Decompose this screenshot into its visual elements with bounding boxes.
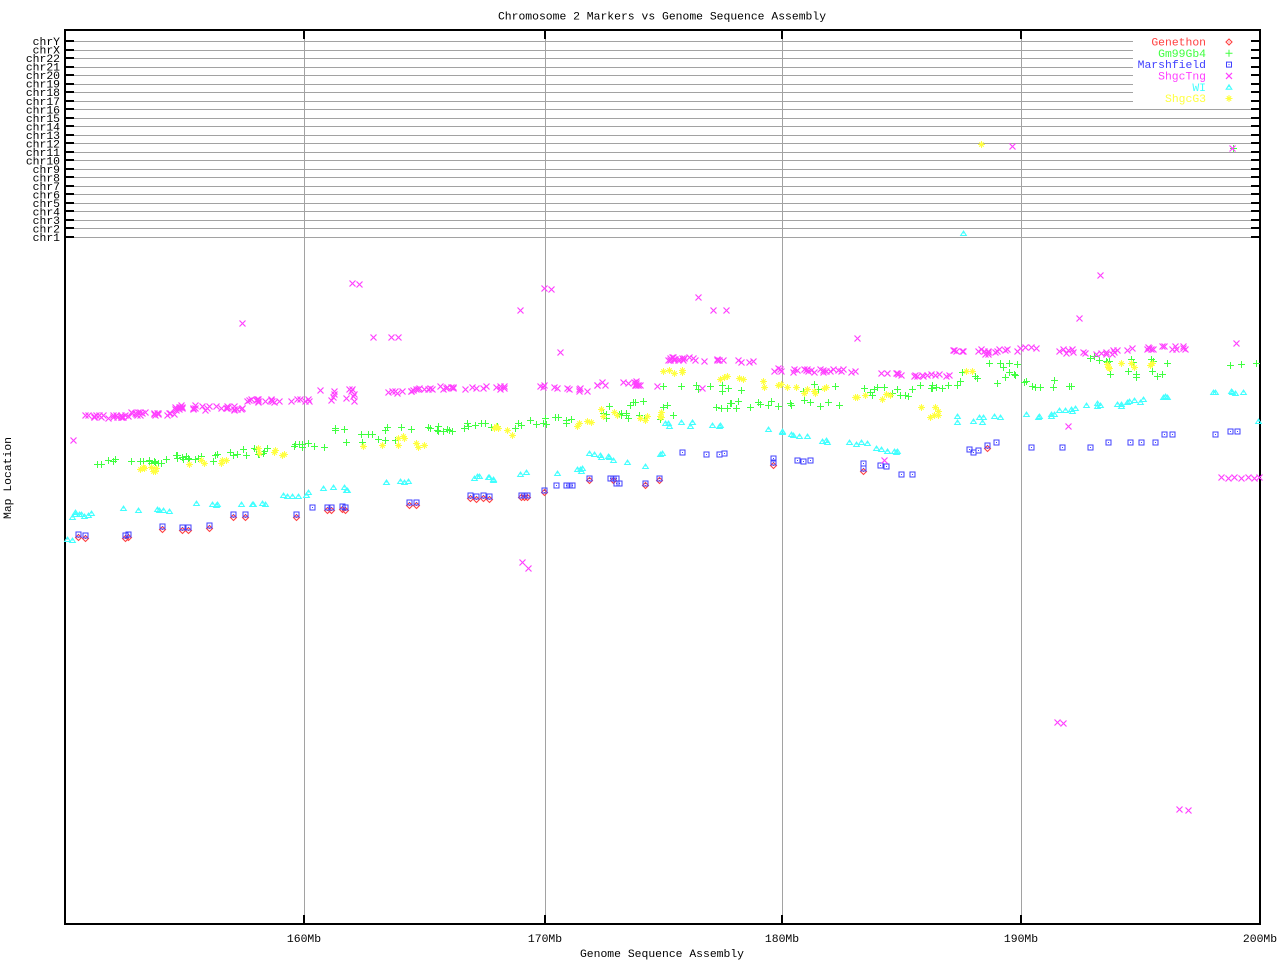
svg-text:chr12: chr12 [26, 139, 60, 151]
svg-text:chr11: chr11 [26, 148, 60, 160]
svg-text:chr8: chr8 [33, 173, 61, 185]
svg-text:chr20: chr20 [26, 71, 60, 83]
svg-text:chr1: chr1 [33, 233, 61, 245]
svg-text:chr9: chr9 [33, 165, 61, 177]
svg-text:chr6: chr6 [33, 191, 61, 203]
svg-text:WI: WI [1192, 83, 1206, 95]
svg-text:180Mb: 180Mb [765, 934, 799, 946]
svg-text:Genome Sequence Assembly: Genome Sequence Assembly [580, 949, 744, 960]
svg-text:chr14: chr14 [26, 122, 60, 134]
svg-text:160Mb: 160Mb [287, 934, 321, 946]
svg-text:chr7: chr7 [33, 182, 60, 194]
svg-text:Map Location: Map Location [3, 437, 15, 519]
svg-text:ShgcTng: ShgcTng [1158, 72, 1206, 84]
svg-text:chrX: chrX [33, 46, 61, 58]
svg-text:chr17: chr17 [26, 97, 60, 109]
svg-text:chr16: chr16 [26, 105, 60, 117]
svg-text:chr5: chr5 [33, 199, 61, 211]
svg-text:200Mb: 200Mb [1243, 934, 1277, 946]
svg-text:chr4: chr4 [33, 208, 61, 220]
svg-text:chr3: chr3 [33, 216, 61, 228]
svg-text:ShgcG3: ShgcG3 [1165, 94, 1206, 106]
svg-text:190Mb: 190Mb [1004, 934, 1038, 946]
svg-text:chr13: chr13 [26, 131, 60, 143]
svg-text:chr18: chr18 [26, 88, 60, 100]
svg-text:chr15: chr15 [26, 114, 60, 126]
svg-text:chrY: chrY [33, 37, 61, 49]
svg-text:chr22: chr22 [26, 54, 60, 66]
svg-text:Chromosome 2 Markers vs Genome: Chromosome 2 Markers vs Genome Sequence … [498, 12, 826, 24]
svg-text:Gm99Gb4: Gm99Gb4 [1158, 49, 1206, 61]
svg-text:chr10: chr10 [26, 156, 60, 168]
svg-text:170Mb: 170Mb [528, 934, 562, 946]
svg-text:chr21: chr21 [26, 63, 60, 75]
svg-text:Genethon: Genethon [1151, 38, 1206, 50]
svg-text:Marshfield: Marshfield [1138, 60, 1206, 72]
svg-text:chr2: chr2 [33, 225, 61, 237]
svg-text:chr19: chr19 [26, 80, 60, 92]
